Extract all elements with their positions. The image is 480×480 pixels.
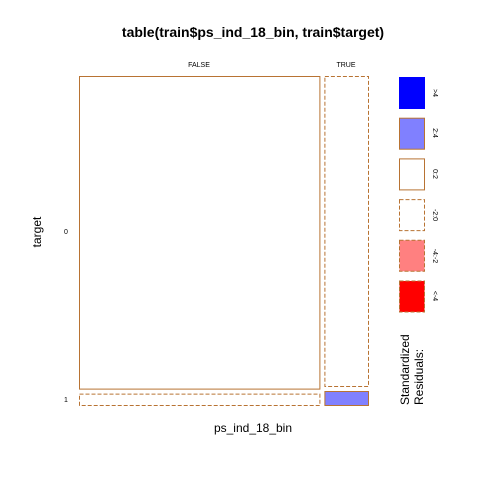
legend-label: 0:2 [431, 169, 438, 179]
x-axis-label: ps_ind_18_bin [214, 421, 292, 435]
y-axis-label: target [30, 216, 44, 247]
mosaic-tile [324, 76, 369, 387]
legend-label: >4 [431, 89, 438, 97]
mosaic-tile [324, 391, 369, 406]
legend-swatch [399, 199, 425, 232]
legend-swatch [399, 77, 425, 109]
mosaic-tile [79, 393, 321, 407]
legend-label: <-4 [431, 291, 438, 301]
x-level-label: TRUE [336, 62, 355, 69]
legend: >4 2:4 0:2 -2:0 -4:-2 <-4 Standardized R… [398, 77, 438, 405]
legend-swatch [399, 158, 425, 191]
mosaic-tiles [79, 76, 369, 407]
y-level-label: 0 [64, 229, 68, 236]
legend-swatch [399, 280, 425, 313]
legend-title-line2: Residuals: [412, 349, 426, 405]
legend-label: -4:-2 [431, 249, 438, 264]
legend-swatch [399, 239, 425, 272]
mosaic-tile [79, 76, 321, 390]
legend-label: 2:4 [431, 128, 438, 138]
legend-swatch [399, 117, 425, 150]
legend-title-line1: Standardized [398, 334, 412, 405]
legend-swatches [399, 77, 425, 313]
chart-title: table(train$ps_ind_18_bin, train$target) [122, 24, 384, 40]
y-level-label: 1 [64, 397, 68, 404]
x-level-label: FALSE [188, 62, 210, 69]
legend-label: -2:0 [431, 209, 438, 221]
